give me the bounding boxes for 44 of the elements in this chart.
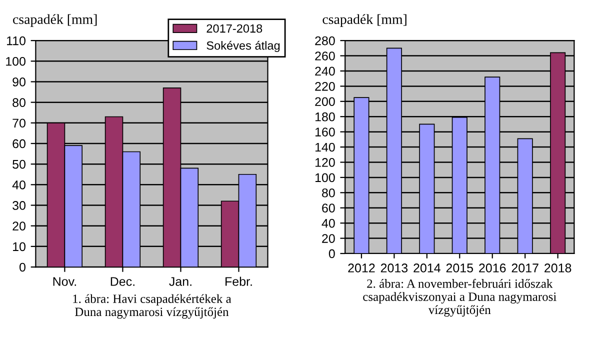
y-tick-label: 20 <box>12 222 26 230</box>
x-tick-label: 2017 <box>512 264 538 272</box>
y-tick-label: 30 <box>12 201 26 210</box>
y-tick-label: 100 <box>6 56 26 66</box>
y-tick-label: 120 <box>315 158 335 167</box>
y-tick-label: 0 <box>328 249 335 258</box>
legend-label: Sokéves átlag <box>206 40 280 52</box>
chart-title: csapadék [mm] <box>322 14 406 27</box>
y-tick-label: 60 <box>322 204 335 213</box>
y-tick-label: 110 <box>7 36 26 46</box>
x-tick-label: 2018 <box>544 264 572 272</box>
x-tick-label: 2016 <box>479 264 506 272</box>
y-tick-label: 100 <box>315 173 335 182</box>
chart-title: csapadék [mm] <box>13 14 97 27</box>
x-tick-label: 2015 <box>446 264 474 272</box>
y-tick-label: 240 <box>315 66 335 76</box>
y-tick-label: 80 <box>12 98 26 107</box>
text: 1. ábra: Havi csapadékértékek a Duna nagymarosi vízgyűjtőjén <box>73 294 232 319</box>
y-tick-label: 280 <box>315 36 335 46</box>
x-tick-label: Nov. <box>53 277 76 286</box>
y-tick-label: 200 <box>315 97 335 106</box>
y-tick-label: 40 <box>322 218 335 228</box>
y-tick-label: 180 <box>315 112 335 122</box>
y-tick-label: 20 <box>322 234 335 243</box>
y-tick-label: 60 <box>12 139 26 148</box>
text: 2. ábra: A november-februári időszak csapadékviszonyai a Duna nagymarosi vízgyűjtőjén <box>363 278 556 317</box>
y-tick-label: 140 <box>315 142 335 152</box>
y-tick-label: 260 <box>315 52 335 60</box>
x-tick-label: 2012 <box>348 264 375 272</box>
x-tick-label: Jan. <box>169 277 192 286</box>
x-tick-label: Dec. <box>110 277 134 286</box>
y-tick-label: 50 <box>12 160 26 169</box>
y-tick-label: 0 <box>20 262 26 272</box>
y-tick-label: 160 <box>315 128 335 136</box>
y-tick-label: 40 <box>12 180 26 190</box>
y-tick-label: 80 <box>322 188 335 198</box>
legend-label: 2017-2018 <box>206 24 262 33</box>
y-tick-label: 10 <box>13 242 26 252</box>
y-tick-label: 220 <box>315 82 335 91</box>
y-tick-label: 70 <box>12 118 26 128</box>
x-tick-label: 2013 <box>380 264 408 272</box>
y-tick-label: 90 <box>12 78 26 86</box>
x-tick-label: 2014 <box>414 264 440 272</box>
x-tick-label: Febr. <box>226 276 252 286</box>
